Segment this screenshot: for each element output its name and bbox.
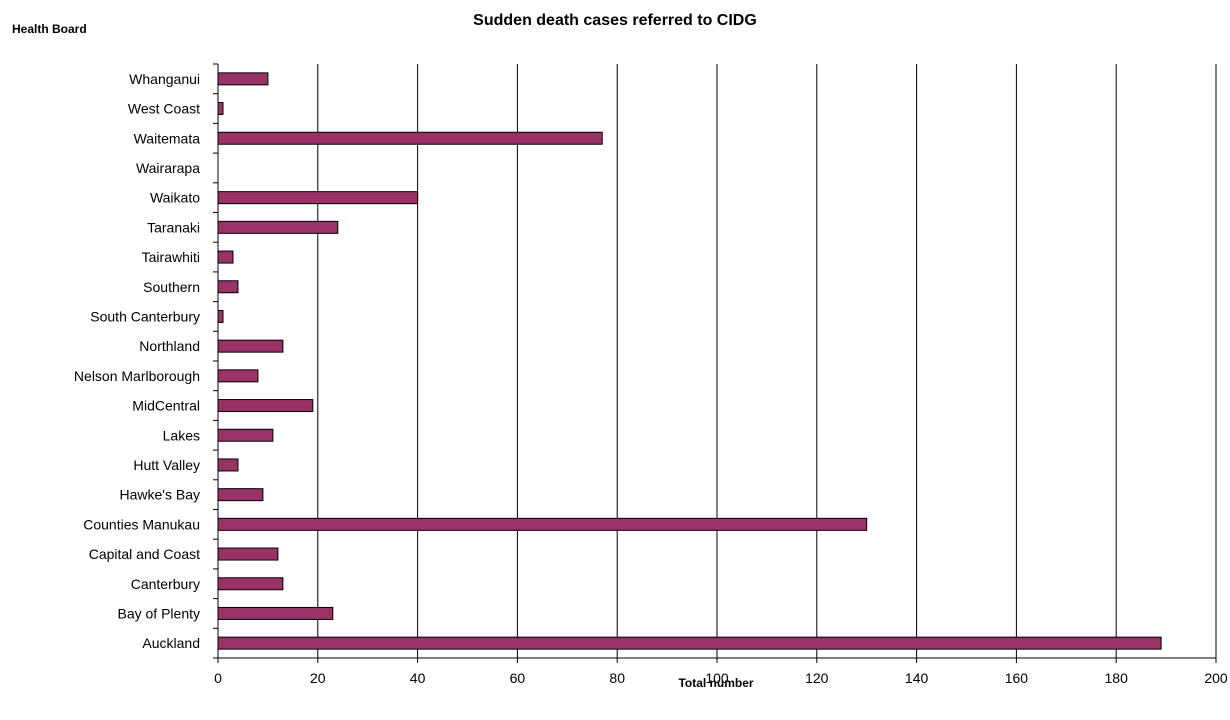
bar: [217, 220, 339, 234]
category-label: Nelson Marlborough: [74, 368, 200, 384]
category-label: Hawke's Bay: [120, 487, 200, 503]
category-label: South Canterbury: [90, 308, 200, 324]
x-tick-label: 120: [805, 670, 829, 686]
bar: [217, 547, 279, 561]
category-label: Counties Manukau: [83, 516, 200, 532]
category-label: Tairawhiti: [142, 249, 200, 265]
bar: [217, 339, 284, 353]
bar: [217, 191, 419, 205]
x-tick-label: 0: [214, 670, 222, 686]
gridlines: [317, 64, 1217, 658]
chart-title: Sudden death cases referred to CIDG: [473, 12, 757, 29]
x-tick-label: 180: [1105, 670, 1129, 686]
x-tick-label: 80: [609, 670, 625, 686]
bar: [217, 606, 334, 620]
bar: [217, 309, 224, 323]
category-label: Canterbury: [131, 576, 200, 592]
category-label: Northland: [139, 338, 200, 354]
x-axis-title: Total number: [678, 676, 754, 690]
bar: [217, 369, 259, 383]
category-label: Whanganui: [129, 71, 200, 87]
x-tick-label: 140: [905, 670, 929, 686]
x-tick-labels: 0 20 40 60 80 100 120 140 160 180 200: [214, 670, 1228, 686]
category-label: West Coast: [128, 101, 200, 117]
x-tick-label: 160: [1005, 670, 1029, 686]
category-label: Wairarapa: [136, 160, 200, 176]
x-tick-label: 20: [310, 670, 326, 686]
axes: [213, 63, 1217, 663]
bar: [217, 131, 603, 145]
category-label: Waitemata: [134, 130, 201, 146]
category-label: Waikato: [150, 190, 200, 206]
bar: [217, 399, 314, 413]
y-axis-title: Health Board: [12, 22, 87, 36]
bar: [217, 517, 868, 531]
bar: [217, 488, 264, 502]
category-label: Taranaki: [147, 219, 200, 235]
bar: [217, 636, 1162, 650]
bar: [217, 577, 284, 591]
category-label: Lakes: [163, 427, 200, 443]
category-label: Hutt Valley: [133, 457, 200, 473]
category-label: Capital and Coast: [89, 546, 200, 562]
x-tick-label: 60: [510, 670, 526, 686]
bar: [217, 428, 274, 442]
bar: [217, 102, 224, 116]
y-tick-labels: Auckland Bay of Plenty Canterbury Capital a…: [74, 71, 200, 651]
bar: [217, 72, 269, 86]
category-label: Southern: [143, 279, 200, 295]
x-tick-label: 200: [1204, 670, 1228, 686]
category-label: Bay of Plenty: [118, 605, 201, 621]
x-tick-label: 40: [410, 670, 426, 686]
category-label: MidCentral: [132, 398, 200, 414]
bar: [217, 250, 234, 264]
bars: [217, 72, 1162, 650]
bar: [217, 458, 239, 472]
category-label: Auckland: [142, 635, 200, 651]
x-tick-label: 100: [705, 670, 729, 686]
bar: [217, 280, 239, 294]
